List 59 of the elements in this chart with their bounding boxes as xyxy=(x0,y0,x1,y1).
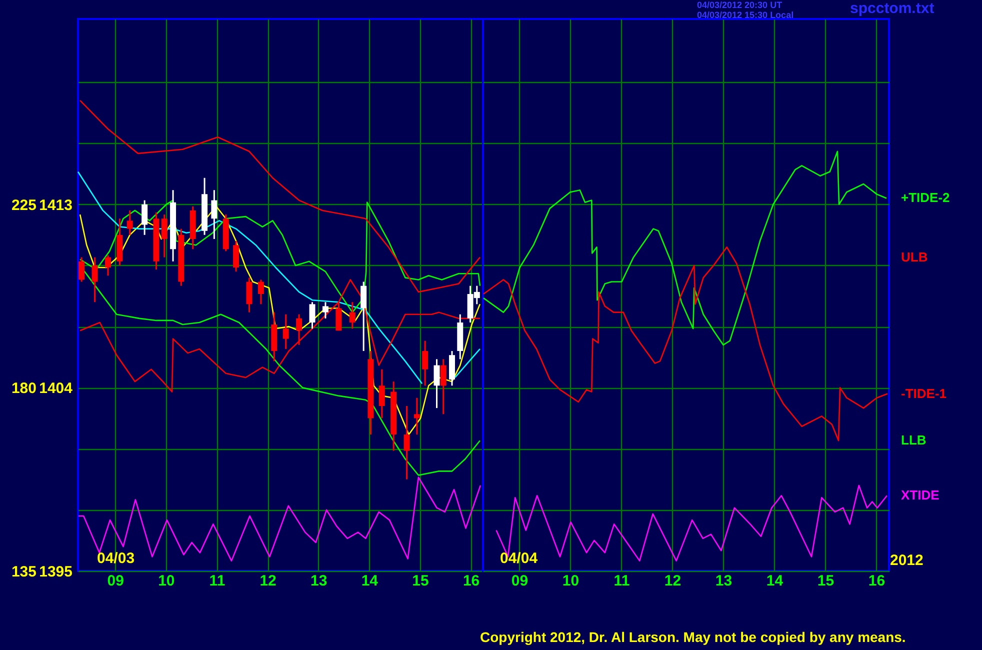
candlestick xyxy=(78,256,85,283)
candlestick xyxy=(296,314,302,346)
x-tick-label: 12 xyxy=(664,572,682,590)
candlestick xyxy=(422,340,428,386)
candlestick xyxy=(404,405,410,480)
candlestick xyxy=(434,358,440,409)
x-tick-label: 16 xyxy=(868,572,886,590)
line-series xyxy=(79,100,481,293)
y2-tick-label: 180 xyxy=(11,380,36,398)
candlestick xyxy=(414,397,420,436)
x-tick-label: 11 xyxy=(614,572,630,590)
annotation: 04/03 xyxy=(97,550,135,567)
candlestick xyxy=(322,301,328,320)
candlestick xyxy=(336,301,342,332)
x-tick-label: 09 xyxy=(511,572,528,590)
annotation: 04/04 xyxy=(500,550,538,567)
y2-tick-label: 135 xyxy=(11,564,36,580)
x-tick-label: 14 xyxy=(361,572,379,590)
candlestick xyxy=(309,301,316,330)
candlestick xyxy=(92,256,98,303)
x-tick-label: 13 xyxy=(715,572,732,590)
x-tick-label: 15 xyxy=(412,572,429,590)
x-tick-label: 15 xyxy=(817,572,834,590)
x-tick-label: 11 xyxy=(209,572,226,590)
candlestick xyxy=(233,240,240,272)
x-tick-label: 12 xyxy=(260,572,276,590)
x-tick-label: 14 xyxy=(766,572,784,590)
text: LLB xyxy=(901,432,926,448)
y-tick-label: 1395 xyxy=(39,564,72,580)
x-tick-label: 16 xyxy=(462,572,480,590)
candlestick xyxy=(258,278,264,305)
candlestick xyxy=(161,214,168,258)
text: 2012 xyxy=(890,552,924,569)
candlestick xyxy=(104,254,111,276)
candlestick xyxy=(126,210,133,236)
text: spcctom.txt xyxy=(850,0,934,17)
candlestick xyxy=(440,358,446,415)
x-tick-label: 10 xyxy=(562,572,580,590)
candlestick xyxy=(349,301,356,330)
annotation: 04/03/2012 15:30 Local xyxy=(697,10,794,20)
candlestick xyxy=(282,314,289,350)
x-tick-label: 13 xyxy=(310,572,328,590)
text: 04/03/2012 20:30 UT xyxy=(697,0,782,10)
line-series xyxy=(79,279,481,392)
series-label: +TIDE-2 xyxy=(901,190,950,206)
candlestick xyxy=(246,276,252,314)
candlestick xyxy=(378,368,385,419)
series-label: XTIDE xyxy=(901,488,940,503)
series-label: -TIDE-1 xyxy=(901,386,946,401)
x-tick-label: 10 xyxy=(158,572,175,590)
y-tick-label: 1404 xyxy=(39,380,74,398)
candlestick xyxy=(211,189,218,240)
candlestick xyxy=(142,200,148,236)
y-tick-label: 1413 xyxy=(39,196,72,214)
text: Copyright 2012, Dr. Al Larson. May not be copied by any means. xyxy=(480,629,906,645)
candlestick xyxy=(360,281,367,352)
text: ULB xyxy=(901,249,928,264)
y2-tick-label: 225 xyxy=(11,196,36,214)
x-tick-label: 09 xyxy=(107,572,124,590)
